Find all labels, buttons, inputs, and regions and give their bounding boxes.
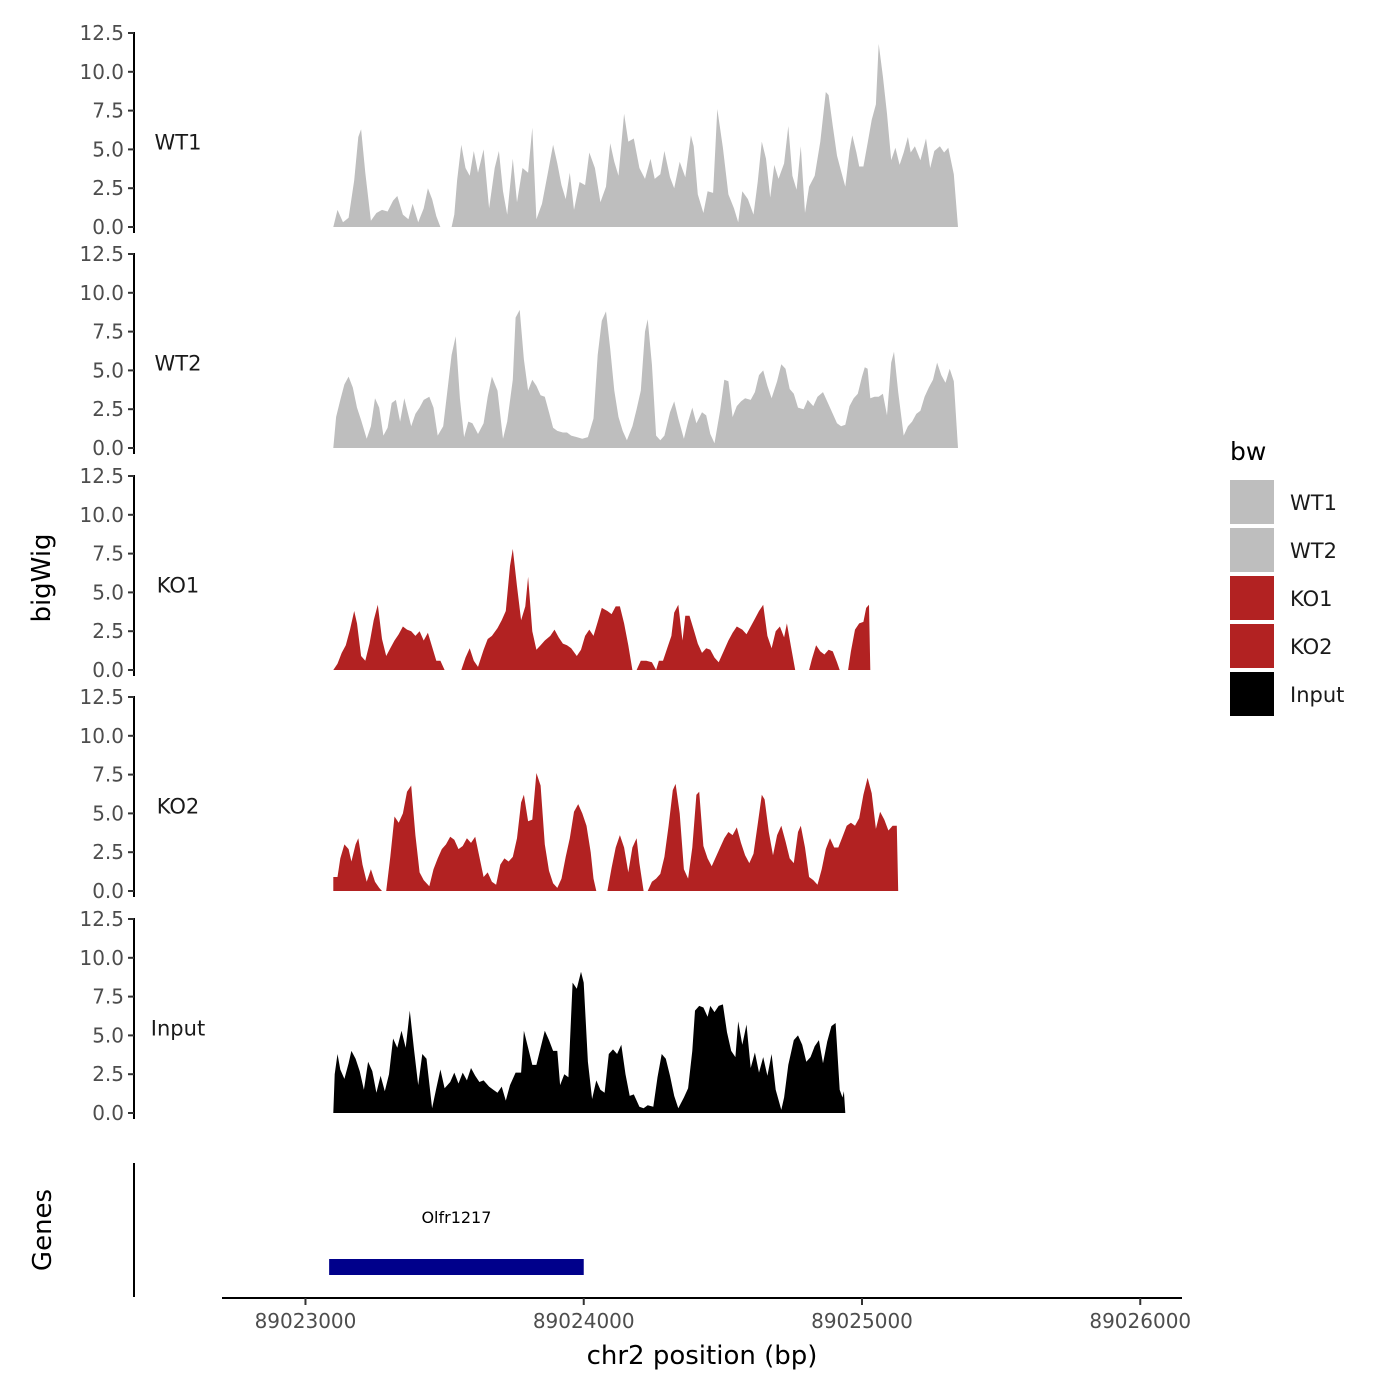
y-tick-label: 10.0 xyxy=(79,724,124,748)
y-tick-label: 2.5 xyxy=(92,619,124,643)
legend-label-input: Input xyxy=(1290,683,1344,707)
y-tick-label: 7.5 xyxy=(92,320,124,344)
legend-swatch-ko1 xyxy=(1230,576,1274,620)
y-tick-label: 5.0 xyxy=(92,358,124,382)
y-tick-label: 0.0 xyxy=(92,215,124,239)
x-tick-label: 89023000 xyxy=(255,1309,357,1333)
y-tick-label: 7.5 xyxy=(92,542,124,566)
gene-label-olfr1217: Olfr1217 xyxy=(421,1208,491,1227)
area-wt2 xyxy=(333,309,958,448)
y-tick-label: 5.0 xyxy=(92,801,124,825)
y-tick-label: 0.0 xyxy=(92,436,124,460)
y-tick-label: 12.5 xyxy=(79,242,124,266)
legend-label-wt2: WT2 xyxy=(1290,539,1337,563)
y-tick-label: 0.0 xyxy=(92,1101,124,1125)
y-tick-label: 7.5 xyxy=(92,985,124,1009)
y-tick-label: 7.5 xyxy=(92,763,124,787)
area-ko2 xyxy=(333,773,899,891)
track-label-ko1: KO1 xyxy=(157,574,200,598)
track-label-input: Input xyxy=(151,1017,205,1041)
gene-track: Genes Olfr1217 xyxy=(28,1163,584,1297)
y-tick-label: 0.0 xyxy=(92,879,124,903)
y-tick-label: 7.5 xyxy=(92,99,124,123)
y-tick-label: 12.5 xyxy=(79,464,124,488)
area-ko1 xyxy=(333,548,871,670)
y-tick-label: 2.5 xyxy=(92,397,124,421)
x-tick-label: 89026000 xyxy=(1089,1309,1191,1333)
y-tick-label: 12.5 xyxy=(79,21,124,45)
y-tick-label: 5.0 xyxy=(92,1023,124,1047)
area-wt1 xyxy=(333,43,958,228)
bigwig-tracks: 0.0 2.5 5.0 7.5 10.0 12.5 WT1 0.0 2.5 5.0 7.5 10.0 1… xyxy=(79,21,958,1125)
legend-swatch-wt1 xyxy=(1230,480,1274,524)
legend-swatch-ko2 xyxy=(1230,624,1274,668)
x-tick-label: 89024000 xyxy=(533,1309,635,1333)
track-input: 0.0 2.5 5.0 7.5 10.0 12.5 Input xyxy=(79,907,846,1125)
track-label-ko2: KO2 xyxy=(157,795,200,819)
legend-title: bw xyxy=(1230,437,1266,466)
legend: bw WT1 WT2 KO1 KO2 Input xyxy=(1230,437,1344,716)
y-tick-label: 2.5 xyxy=(92,1062,124,1086)
y-tick-label: 10.0 xyxy=(79,60,124,84)
legend-swatch-wt2 xyxy=(1230,528,1274,572)
track-wt2: 0.0 2.5 5.0 7.5 10.0 12.5 WT2 xyxy=(79,242,958,460)
legend-label-ko1: KO1 xyxy=(1290,587,1333,611)
track-ko2: 0.0 2.5 5.0 7.5 10.0 12.5 KO2 xyxy=(79,685,899,903)
y-tick-label: 5.0 xyxy=(92,580,124,604)
y-axis-title: bigWig xyxy=(27,533,57,622)
track-wt1: 0.0 2.5 5.0 7.5 10.0 12.5 WT1 xyxy=(79,21,958,239)
track-label-wt2: WT2 xyxy=(155,352,202,376)
y-tick-label: 12.5 xyxy=(79,685,124,709)
area-input xyxy=(333,971,846,1113)
y-tick-label: 2.5 xyxy=(92,176,124,200)
x-axis-title: chr2 position (bp) xyxy=(587,1341,818,1371)
y-tick-label: 0.0 xyxy=(92,658,124,682)
y-tick-label: 10.0 xyxy=(79,281,124,305)
gene-track-label: Genes xyxy=(28,1189,58,1271)
y-tick-label: 5.0 xyxy=(92,137,124,161)
legend-label-wt1: WT1 xyxy=(1290,491,1337,515)
track-ko1: 0.0 2.5 5.0 7.5 10.0 12.5 KO1 xyxy=(79,464,871,682)
x-axis: 89023000 89024000 89025000 89026000 xyxy=(222,1297,1191,1333)
legend-swatch-input xyxy=(1230,672,1274,716)
y-tick-label: 10.0 xyxy=(79,946,124,970)
legend-label-ko2: KO2 xyxy=(1290,635,1333,659)
track-label-wt1: WT1 xyxy=(155,131,202,155)
y-tick-label: 12.5 xyxy=(79,907,124,931)
y-tick-label: 2.5 xyxy=(92,840,124,864)
gene-olfr1217 xyxy=(329,1259,584,1275)
x-tick-label: 89025000 xyxy=(811,1309,913,1333)
y-tick-label: 10.0 xyxy=(79,503,124,527)
